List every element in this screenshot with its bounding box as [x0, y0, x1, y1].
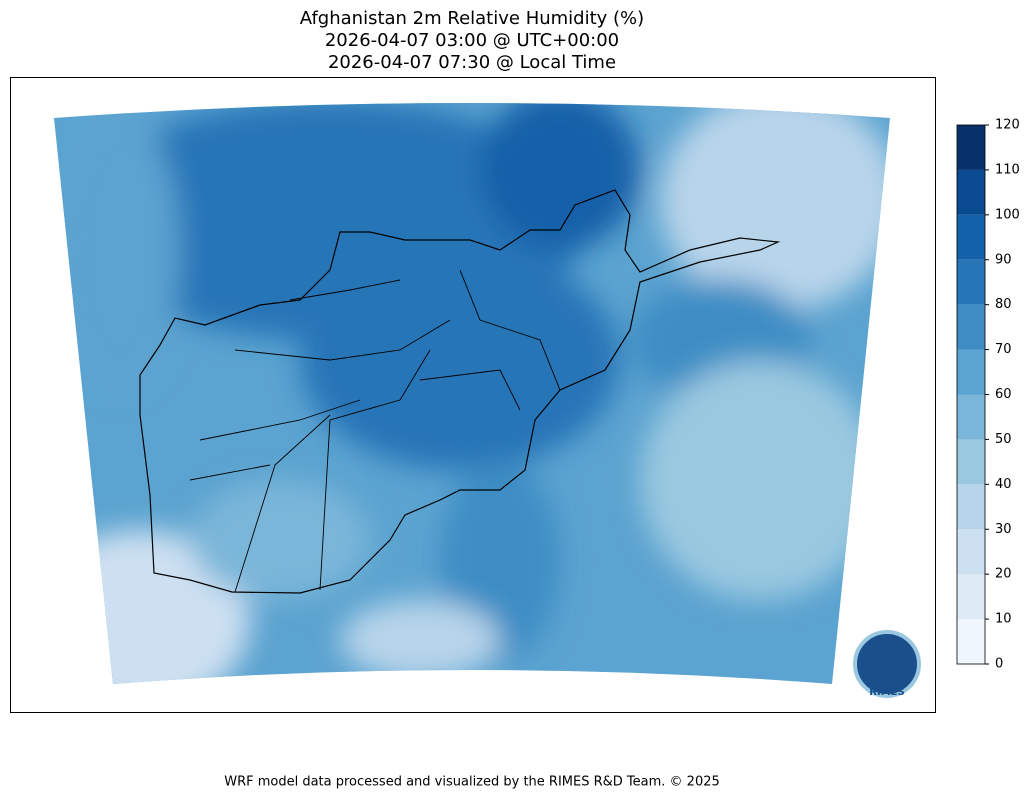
colorbar-segment — [957, 439, 985, 485]
colorbar-tick-label: 80 — [995, 297, 1012, 312]
colorbar-segment — [957, 619, 985, 664]
colorbar-tick-label: 90 — [995, 252, 1012, 267]
title-line: 2026-04-07 03:00 @ UTC+00:00 — [325, 30, 619, 51]
colorbar-segment — [957, 214, 985, 260]
colorbar-segment — [957, 169, 985, 215]
colorbar-tick-label: 30 — [995, 522, 1012, 537]
colorbar-tick-label: 110 — [995, 162, 1020, 177]
colorbar-tick-label: 120 — [995, 118, 1020, 133]
colorbar-tick-label: 0 — [995, 657, 1003, 672]
title-line: Afghanistan 2m Relative Humidity (%) — [300, 8, 644, 29]
colorbar-segment — [957, 529, 985, 575]
colorbar-tick-label: 10 — [995, 612, 1012, 627]
colorbar-segment — [957, 259, 985, 305]
colorbar-segment — [957, 349, 985, 395]
logo-text: RIMES — [869, 687, 904, 698]
colorbar-segment — [957, 304, 985, 350]
colorbar-segment — [957, 574, 985, 620]
humidity-field — [54, 103, 890, 684]
colorbar-tick-label: 70 — [995, 342, 1012, 357]
province-borders — [189, 269, 561, 593]
colorbar-segment — [957, 125, 985, 170]
colorbar-tick-label: 60 — [995, 387, 1012, 402]
colorbar-tick-label: 20 — [995, 567, 1012, 582]
colorbar-segment — [957, 394, 985, 440]
logo: RIMES — [853, 630, 921, 698]
colorbar-tick-label: 40 — [995, 477, 1012, 492]
country-border — [139, 189, 781, 594]
colorbar-tick-label: 100 — [995, 207, 1020, 222]
footer: WRF model data processed and visualized … — [224, 775, 720, 790]
colorbar-tick-label: 50 — [995, 432, 1012, 447]
title-line: 2026-04-07 07:30 @ Local Time — [328, 52, 616, 73]
colorbar-segment — [957, 484, 985, 530]
colorbar: 0 10 20 30 40 50 60 70 80 90 100 110 120 — [956, 118, 1020, 672]
